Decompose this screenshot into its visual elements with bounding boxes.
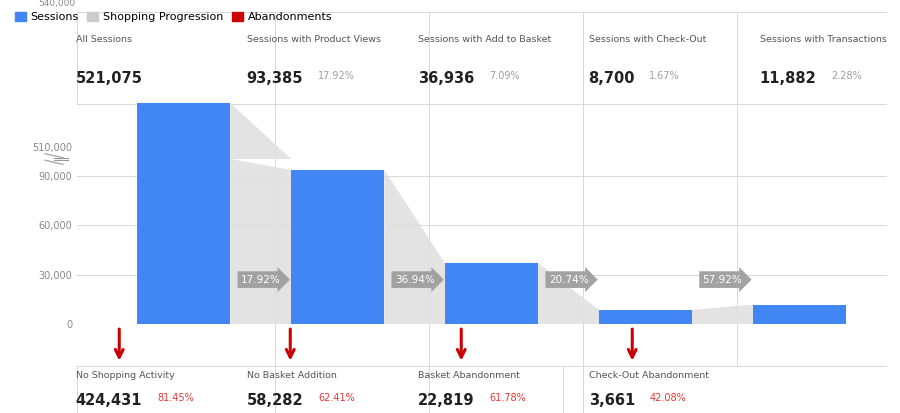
Text: No Basket Addition: No Basket Addition <box>247 371 337 380</box>
Text: 2.28%: 2.28% <box>831 71 861 81</box>
Polygon shape <box>230 103 291 159</box>
Text: 17.92%: 17.92% <box>241 275 281 285</box>
Text: Sessions with Check-Out: Sessions with Check-Out <box>589 35 706 44</box>
Text: 62.41%: 62.41% <box>318 393 355 403</box>
Text: 93,385: 93,385 <box>247 71 303 86</box>
Text: Basket Abandonment: Basket Abandonment <box>418 371 519 380</box>
Text: 36,936: 36,936 <box>418 71 473 86</box>
Text: Sessions with Transactions: Sessions with Transactions <box>760 35 886 44</box>
Bar <box>752 304 846 324</box>
Text: 58,282: 58,282 <box>247 393 303 408</box>
Text: 81.45%: 81.45% <box>158 393 194 403</box>
Text: 20.74%: 20.74% <box>549 275 589 285</box>
Text: Check-Out Abandonment: Check-Out Abandonment <box>589 371 708 380</box>
Text: 7.09%: 7.09% <box>489 71 519 81</box>
Text: Sessions with Add to Basket: Sessions with Add to Basket <box>418 35 551 44</box>
Bar <box>137 103 230 159</box>
Legend: Sessions, Shopping Progression, Abandonments: Sessions, Shopping Progression, Abandonm… <box>10 7 337 27</box>
Text: 1.67%: 1.67% <box>650 71 680 81</box>
Polygon shape <box>538 263 599 324</box>
Text: 424,431: 424,431 <box>76 393 142 408</box>
Text: 521,075: 521,075 <box>76 71 142 86</box>
Bar <box>445 263 538 324</box>
Bar <box>291 170 384 324</box>
Text: 540,000: 540,000 <box>39 0 76 8</box>
Text: 42.08%: 42.08% <box>650 393 686 403</box>
Text: 3,661: 3,661 <box>589 393 634 408</box>
Text: 8,700: 8,700 <box>589 71 635 86</box>
Text: 11,882: 11,882 <box>760 71 816 86</box>
Text: Sessions with Product Views: Sessions with Product Views <box>247 35 381 44</box>
Bar <box>599 310 692 324</box>
Polygon shape <box>692 304 752 324</box>
Text: 36.94%: 36.94% <box>395 275 435 285</box>
Bar <box>137 159 230 324</box>
Text: 57.92%: 57.92% <box>703 275 742 285</box>
Text: 61.78%: 61.78% <box>489 393 526 403</box>
Text: 17.92%: 17.92% <box>318 71 355 81</box>
Text: All Sessions: All Sessions <box>76 35 131 44</box>
Text: 22,819: 22,819 <box>418 393 474 408</box>
Polygon shape <box>230 159 291 324</box>
Polygon shape <box>384 170 445 324</box>
Text: No Shopping Activity: No Shopping Activity <box>76 371 175 380</box>
